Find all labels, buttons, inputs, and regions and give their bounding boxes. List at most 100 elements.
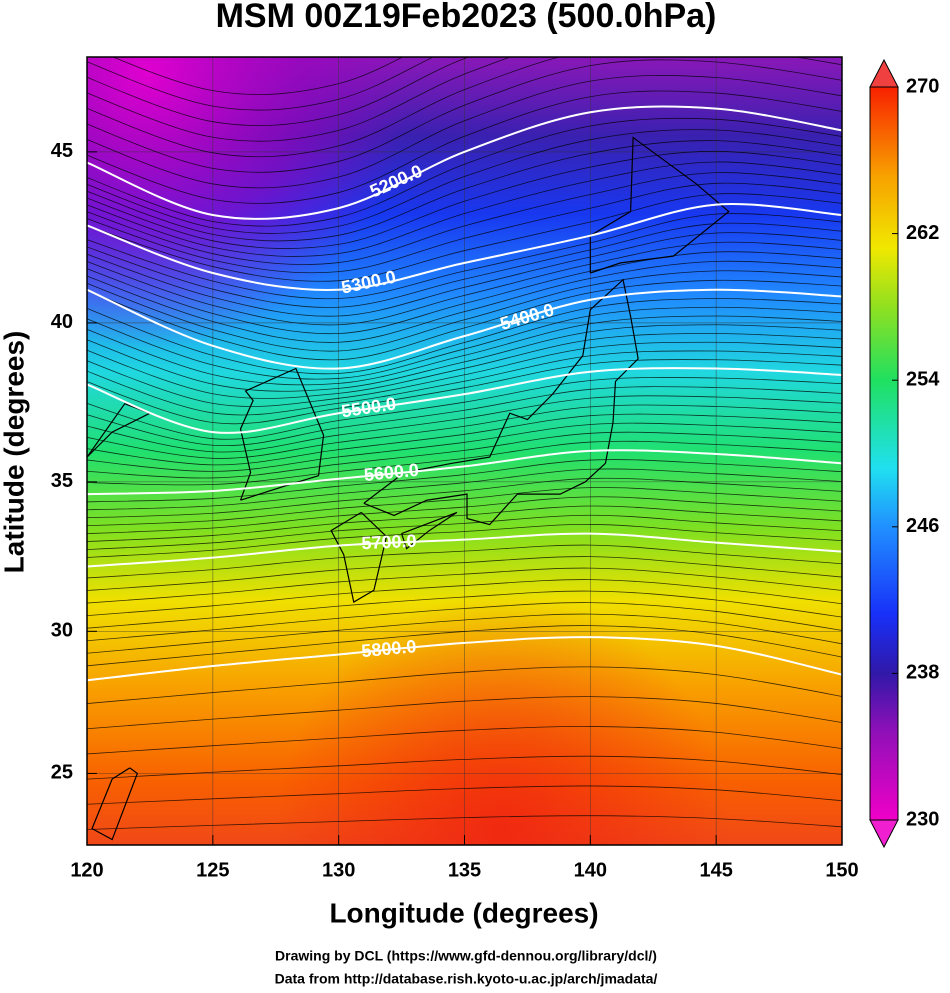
streamline (87, 602, 842, 642)
streamline (111, 57, 404, 95)
streamline (87, 567, 842, 604)
contour-line (87, 532, 842, 568)
streamline (87, 57, 434, 111)
contour-line (87, 105, 842, 220)
streamline (87, 468, 842, 511)
streamline (87, 524, 842, 558)
streamline (87, 241, 842, 326)
streamline (87, 57, 512, 142)
contour-line (87, 288, 842, 370)
streamline (87, 57, 842, 158)
streamline (87, 161, 842, 257)
colorbar (869, 86, 899, 821)
colorbar-extend (869, 819, 899, 849)
colorbar-tick-label: 246 (906, 515, 939, 537)
colorbar-extend (869, 58, 899, 88)
streamline (87, 459, 842, 503)
streamline (87, 422, 842, 472)
streamline (87, 315, 842, 386)
streamline (87, 117, 842, 227)
streamline (87, 785, 842, 805)
coastline (91, 767, 139, 841)
colorbar-tick-label: 238 (906, 662, 939, 684)
streamline (87, 505, 842, 542)
contour-line (87, 203, 842, 291)
credit: Data from http://database.rish.kyoto-u.a… (275, 971, 658, 987)
streamline (87, 590, 842, 629)
streamline (87, 487, 842, 527)
streamline (87, 440, 842, 486)
streamline (87, 377, 842, 440)
streamline (87, 350, 842, 416)
x-tick-label: 130 (322, 859, 355, 881)
streamline (87, 193, 842, 282)
streamline (87, 324, 842, 392)
x-tick-label: 135 (448, 859, 481, 881)
x-tick-label: 120 (70, 859, 103, 881)
y-tick-label: 45 (51, 140, 73, 162)
streamline (87, 514, 842, 550)
x-tick-label: 145 (699, 859, 732, 881)
y-tick-label: 35 (51, 470, 73, 492)
coastline (401, 511, 458, 550)
streamline (87, 57, 470, 127)
streamline (87, 431, 842, 479)
chart-title: MSM 00Z19Feb2023 (500.0hPa) (216, 0, 717, 35)
streamline (87, 182, 842, 274)
streamline (87, 341, 842, 407)
coastline (330, 511, 388, 604)
streamline (87, 359, 842, 425)
coastline (589, 136, 730, 274)
streamline (87, 213, 842, 300)
streamline (87, 395, 842, 453)
streamline (87, 270, 842, 352)
y-tick-label: 30 (51, 620, 73, 642)
streamline (87, 279, 842, 361)
streamline (87, 625, 842, 667)
streamline (87, 755, 842, 780)
y-tick-label: 25 (51, 762, 73, 784)
x-tick-label: 140 (574, 859, 607, 881)
y-axis-label: Latitude (degrees) (0, 331, 29, 574)
streamline (87, 172, 842, 265)
streamline (87, 579, 842, 617)
credit: Drawing by DCL (https://www.gfd-dennou.o… (275, 948, 657, 964)
streamline (87, 333, 842, 399)
streamline (87, 496, 842, 535)
contour-line (87, 367, 842, 434)
streamline (87, 59, 842, 173)
streamline (87, 413, 842, 466)
x-tick-label: 150 (825, 859, 858, 881)
streamline (87, 696, 842, 730)
streamline (87, 815, 842, 830)
streamline (87, 613, 842, 654)
streamline (87, 725, 842, 755)
contour-line (87, 449, 842, 496)
streamline (87, 556, 842, 591)
streamline (87, 251, 842, 335)
streamline (87, 386, 842, 447)
contour-line (87, 636, 842, 682)
y-tick-label: 40 (51, 311, 73, 333)
streamline (87, 544, 842, 579)
streamline (87, 129, 842, 234)
streamline (87, 232, 842, 317)
colorbar-tick-label: 270 (906, 75, 939, 97)
colorbar-tick-label: 254 (906, 368, 940, 390)
streamline (87, 140, 842, 242)
streamline (67, 845, 862, 855)
x-axis-label: Longitude (degrees) (329, 897, 598, 928)
streamline (87, 222, 842, 308)
streamline (87, 306, 842, 380)
coastline (239, 367, 325, 501)
streamline (87, 666, 842, 704)
streamline (87, 404, 842, 459)
streamline (87, 75, 842, 189)
streamline (87, 477, 842, 519)
streamline (87, 90, 842, 204)
colorbar-tick-label: 262 (906, 222, 939, 244)
colorbar-tick-label: 230 (906, 808, 939, 830)
streamline (87, 298, 842, 375)
contour-label: 5700.0 (361, 531, 417, 554)
